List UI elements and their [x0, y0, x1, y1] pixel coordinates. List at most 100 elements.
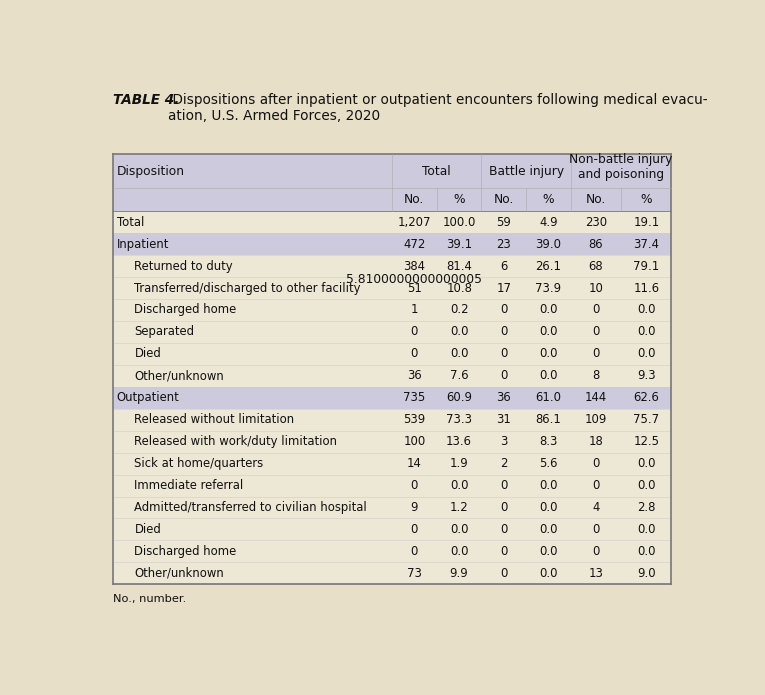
Text: 230: 230 — [585, 215, 607, 229]
Text: 6: 6 — [500, 259, 507, 272]
Text: 75.7: 75.7 — [633, 414, 659, 426]
Text: 0.0: 0.0 — [637, 325, 656, 338]
Text: 13: 13 — [588, 567, 604, 580]
Text: 79.1: 79.1 — [633, 259, 659, 272]
Text: 0: 0 — [500, 479, 507, 492]
Text: 86.1: 86.1 — [536, 414, 562, 426]
Text: Admitted/transferred to civilian hospital: Admitted/transferred to civilian hospita… — [135, 501, 367, 514]
Text: 0: 0 — [500, 369, 507, 382]
Text: 68: 68 — [589, 259, 604, 272]
Text: 0.0: 0.0 — [450, 545, 468, 558]
Text: 0.0: 0.0 — [539, 304, 558, 316]
Text: 0: 0 — [592, 523, 600, 536]
Text: 0.0: 0.0 — [450, 523, 468, 536]
Text: 36: 36 — [407, 369, 422, 382]
Text: 0.0: 0.0 — [637, 348, 656, 361]
Text: 0: 0 — [500, 545, 507, 558]
Text: %: % — [543, 193, 555, 206]
Text: 0: 0 — [592, 304, 600, 316]
Text: 0: 0 — [500, 304, 507, 316]
Text: Inpatient: Inpatient — [116, 238, 169, 251]
Text: 73.3: 73.3 — [446, 414, 472, 426]
Text: 8.3: 8.3 — [539, 435, 558, 448]
Text: 100.0: 100.0 — [442, 215, 476, 229]
Text: 19.1: 19.1 — [633, 215, 659, 229]
Text: Discharged home: Discharged home — [135, 304, 236, 316]
Text: 0.0: 0.0 — [539, 325, 558, 338]
Text: 0: 0 — [411, 479, 418, 492]
Text: 0: 0 — [500, 567, 507, 580]
Text: 735: 735 — [403, 391, 425, 404]
Bar — [112, 154, 672, 211]
Text: 73.9: 73.9 — [536, 281, 562, 295]
Text: Released without limitation: Released without limitation — [135, 414, 295, 426]
Text: 9.0: 9.0 — [637, 567, 656, 580]
Text: Disposition: Disposition — [116, 165, 184, 178]
Text: 0.0: 0.0 — [637, 304, 656, 316]
Text: 1.9: 1.9 — [450, 457, 468, 470]
Text: 86: 86 — [589, 238, 604, 251]
Text: 31: 31 — [496, 414, 511, 426]
Text: 0: 0 — [592, 325, 600, 338]
Text: 9: 9 — [411, 501, 418, 514]
Text: No.: No. — [404, 193, 425, 206]
Text: 100: 100 — [403, 435, 425, 448]
Text: 539: 539 — [403, 414, 425, 426]
Text: 14: 14 — [407, 457, 422, 470]
Text: 0: 0 — [411, 545, 418, 558]
Text: Total: Total — [422, 165, 451, 178]
Text: 0: 0 — [411, 325, 418, 338]
Text: Died: Died — [135, 348, 161, 361]
Text: 13.6: 13.6 — [446, 435, 472, 448]
Text: %: % — [640, 193, 652, 206]
Text: 5.8100000000000005: 5.8100000000000005 — [347, 273, 483, 286]
Text: 0: 0 — [411, 523, 418, 536]
Text: 59: 59 — [496, 215, 511, 229]
Text: 73: 73 — [407, 567, 422, 580]
Text: 0: 0 — [500, 523, 507, 536]
Text: Battle injury: Battle injury — [489, 165, 564, 178]
Text: 51: 51 — [407, 281, 422, 295]
Text: 0.0: 0.0 — [539, 501, 558, 514]
Text: 0.0: 0.0 — [539, 567, 558, 580]
Text: Sick at home/quarters: Sick at home/quarters — [135, 457, 263, 470]
Text: 2: 2 — [500, 457, 507, 470]
Text: 0.0: 0.0 — [637, 523, 656, 536]
Text: 8: 8 — [592, 369, 600, 382]
Text: 144: 144 — [585, 391, 607, 404]
Bar — [112, 233, 672, 255]
Text: 9.9: 9.9 — [450, 567, 468, 580]
Text: 5.6: 5.6 — [539, 457, 558, 470]
Text: 0: 0 — [500, 325, 507, 338]
Text: 0.0: 0.0 — [539, 369, 558, 382]
Text: %: % — [454, 193, 465, 206]
Text: 0.0: 0.0 — [450, 325, 468, 338]
Text: Dispositions after inpatient or outpatient encounters following medical evacu-
a: Dispositions after inpatient or outpatie… — [168, 92, 708, 123]
Text: 4: 4 — [592, 501, 600, 514]
Text: 0.0: 0.0 — [539, 348, 558, 361]
Text: Transferred/discharged to other facility: Transferred/discharged to other facility — [135, 281, 361, 295]
Text: Outpatient: Outpatient — [116, 391, 179, 404]
Text: 37.4: 37.4 — [633, 238, 659, 251]
Text: 0.2: 0.2 — [450, 304, 468, 316]
Text: Other/unknown: Other/unknown — [135, 567, 224, 580]
Text: 109: 109 — [584, 414, 607, 426]
Text: 23: 23 — [496, 238, 511, 251]
Text: TABLE 4.: TABLE 4. — [112, 92, 179, 106]
Text: 0: 0 — [592, 457, 600, 470]
Text: 10.8: 10.8 — [446, 281, 472, 295]
Text: No., number.: No., number. — [112, 594, 186, 603]
Text: 3: 3 — [500, 435, 507, 448]
Text: 18: 18 — [588, 435, 604, 448]
Text: No.: No. — [493, 193, 514, 206]
Text: 0.0: 0.0 — [637, 545, 656, 558]
Text: 17: 17 — [496, 281, 511, 295]
Text: 0: 0 — [592, 479, 600, 492]
Text: 0.0: 0.0 — [637, 457, 656, 470]
Text: Died: Died — [135, 523, 161, 536]
Text: 9.3: 9.3 — [637, 369, 656, 382]
Text: 0: 0 — [592, 545, 600, 558]
Text: 0.0: 0.0 — [539, 523, 558, 536]
Text: 384: 384 — [403, 259, 425, 272]
Text: 0: 0 — [592, 348, 600, 361]
